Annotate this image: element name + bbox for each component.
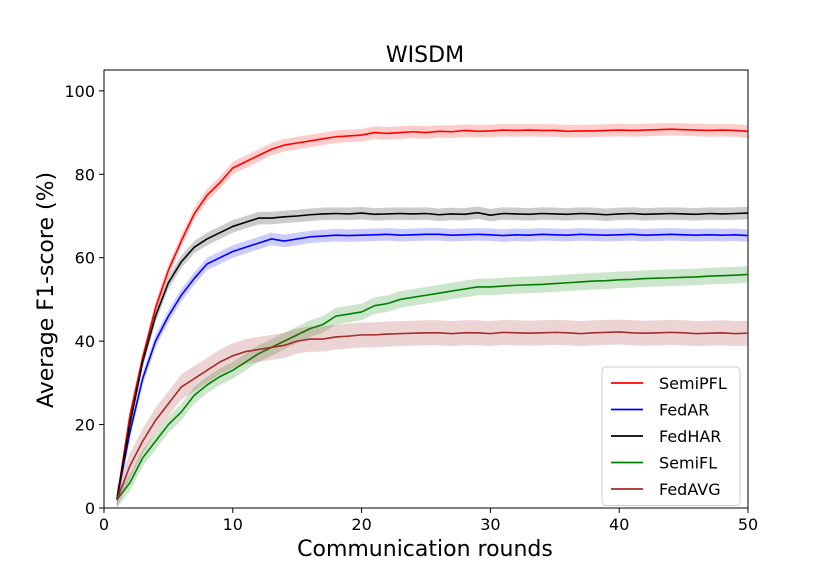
x-tick-label: 30: [480, 515, 500, 534]
legend-label: SemiFL: [659, 454, 717, 473]
series-line-fedavg: [116, 331, 749, 500]
y-tick-label: 60: [75, 249, 95, 268]
x-tick-label: 20: [351, 515, 371, 534]
series-line-semipfl: [116, 128, 749, 500]
chart-title: WISDM: [386, 43, 464, 68]
x-axis-ticks: 0 10 20 30 40 50: [99, 508, 758, 534]
series-line-fedar: [116, 233, 749, 500]
x-tick-label: 10: [223, 515, 243, 534]
x-axis-label: Communication rounds: [297, 537, 553, 562]
series-layer: [116, 122, 749, 508]
legend-label: FedHAR: [659, 427, 721, 446]
plot-frame: [103, 69, 749, 509]
series-band-fedavg: [116, 319, 748, 508]
x-tick-label: 40: [609, 515, 629, 534]
y-tick-label: 20: [75, 416, 95, 435]
y-axis-ticks: 0 20 40 60 80 100: [64, 82, 104, 518]
series-line-fedhar: [116, 211, 749, 500]
legend-label: SemiPFL: [659, 374, 727, 393]
y-tick-label: 80: [75, 165, 95, 184]
legend-label: FedAVG: [659, 480, 721, 499]
y-tick-label: 40: [75, 332, 95, 351]
y-tick-label: 0: [85, 499, 95, 518]
legend-box: [601, 366, 741, 506]
legend-label: FedAR: [659, 401, 709, 420]
y-tick-label: 100: [64, 82, 95, 101]
x-tick-label: 0: [99, 515, 109, 534]
legend: SemiPFL FedAR FedHAR SemiFL FedAVG: [601, 366, 741, 506]
series-line-semifl: [116, 273, 749, 501]
y-axis-label: Average F1-score (%): [34, 172, 59, 408]
x-tick-label: 50: [738, 515, 758, 534]
